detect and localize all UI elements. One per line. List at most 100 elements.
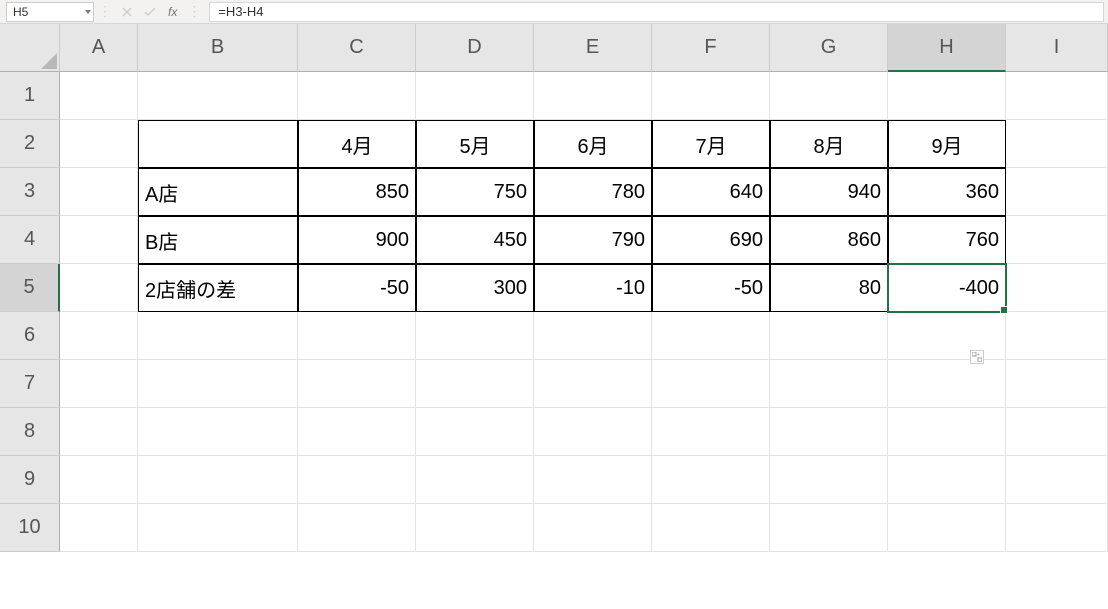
cell-C9[interactable] <box>298 456 416 504</box>
cell-B4[interactable]: B店 <box>138 216 298 264</box>
cell-E5[interactable]: -10 <box>534 264 652 312</box>
cell-H8[interactable] <box>888 408 1006 456</box>
row-header-6[interactable]: 6 <box>0 312 60 360</box>
row-header-10[interactable]: 10 <box>0 504 60 552</box>
cell-A6[interactable] <box>60 312 138 360</box>
col-header-E[interactable]: E <box>534 24 652 72</box>
cell-F1[interactable] <box>652 72 770 120</box>
cell-B6[interactable] <box>138 312 298 360</box>
cell-B3[interactable]: A店 <box>138 168 298 216</box>
cell-H1[interactable] <box>888 72 1006 120</box>
row-header-5[interactable]: 5 <box>0 264 60 312</box>
cell-B7[interactable] <box>138 360 298 408</box>
cell-G3[interactable]: 940 <box>770 168 888 216</box>
cell-B8[interactable] <box>138 408 298 456</box>
select-all-corner[interactable] <box>0 24 60 72</box>
cell-A2[interactable] <box>60 120 138 168</box>
cell-G10[interactable] <box>770 504 888 552</box>
name-box[interactable]: H5 <box>6 2 94 22</box>
cell-A10[interactable] <box>60 504 138 552</box>
cell-F2[interactable]: 7月 <box>652 120 770 168</box>
cell-H10[interactable] <box>888 504 1006 552</box>
cell-G9[interactable] <box>770 456 888 504</box>
cell-C4[interactable]: 900 <box>298 216 416 264</box>
cell-I10[interactable] <box>1006 504 1108 552</box>
cell-I7[interactable] <box>1006 360 1108 408</box>
cell-G7[interactable] <box>770 360 888 408</box>
cell-H6[interactable] <box>888 312 1006 360</box>
cell-I9[interactable] <box>1006 456 1108 504</box>
row-header-1[interactable]: 1 <box>0 72 60 120</box>
cell-D9[interactable] <box>416 456 534 504</box>
cell-E8[interactable] <box>534 408 652 456</box>
cell-E6[interactable] <box>534 312 652 360</box>
cell-H7[interactable] <box>888 360 1006 408</box>
col-header-C[interactable]: C <box>298 24 416 72</box>
col-header-D[interactable]: D <box>416 24 534 72</box>
cell-A4[interactable] <box>60 216 138 264</box>
row-header-7[interactable]: 7 <box>0 360 60 408</box>
cell-C7[interactable] <box>298 360 416 408</box>
cell-D8[interactable] <box>416 408 534 456</box>
cell-I4[interactable] <box>1006 216 1108 264</box>
cell-D1[interactable] <box>416 72 534 120</box>
cell-E9[interactable] <box>534 456 652 504</box>
cell-A9[interactable] <box>60 456 138 504</box>
col-header-G[interactable]: G <box>770 24 888 72</box>
row-header-4[interactable]: 4 <box>0 216 60 264</box>
cancel-icon[interactable] <box>116 7 138 17</box>
cell-E2[interactable]: 6月 <box>534 120 652 168</box>
autofill-options-icon[interactable]: + <box>970 350 984 364</box>
cell-H2[interactable]: 9月 <box>888 120 1006 168</box>
cell-G8[interactable] <box>770 408 888 456</box>
row-header-2[interactable]: 2 <box>0 120 60 168</box>
cell-I1[interactable] <box>1006 72 1108 120</box>
col-header-H[interactable]: H <box>888 24 1006 72</box>
cell-A1[interactable] <box>60 72 138 120</box>
cell-C1[interactable] <box>298 72 416 120</box>
cell-C5[interactable]: -50 <box>298 264 416 312</box>
col-header-I[interactable]: I <box>1006 24 1108 72</box>
cell-A8[interactable] <box>60 408 138 456</box>
cell-H5[interactable]: -400 <box>888 264 1006 312</box>
name-box-dropdown-icon[interactable] <box>85 10 91 14</box>
cell-F3[interactable]: 640 <box>652 168 770 216</box>
cell-D10[interactable] <box>416 504 534 552</box>
cell-H4[interactable]: 760 <box>888 216 1006 264</box>
cell-D6[interactable] <box>416 312 534 360</box>
cell-C8[interactable] <box>298 408 416 456</box>
cell-D2[interactable]: 5月 <box>416 120 534 168</box>
cell-E3[interactable]: 780 <box>534 168 652 216</box>
cell-A7[interactable] <box>60 360 138 408</box>
row-header-3[interactable]: 3 <box>0 168 60 216</box>
cell-I2[interactable] <box>1006 120 1108 168</box>
col-header-B[interactable]: B <box>138 24 298 72</box>
cell-C3[interactable]: 850 <box>298 168 416 216</box>
row-header-9[interactable]: 9 <box>0 456 60 504</box>
cell-F5[interactable]: -50 <box>652 264 770 312</box>
cell-B5[interactable]: 2店舗の差 <box>138 264 298 312</box>
cell-F8[interactable] <box>652 408 770 456</box>
cell-F6[interactable] <box>652 312 770 360</box>
cell-I6[interactable] <box>1006 312 1108 360</box>
cell-G2[interactable]: 8月 <box>770 120 888 168</box>
cell-C10[interactable] <box>298 504 416 552</box>
cell-B1[interactable] <box>138 72 298 120</box>
cell-F10[interactable] <box>652 504 770 552</box>
cell-G5[interactable]: 80 <box>770 264 888 312</box>
cell-F9[interactable] <box>652 456 770 504</box>
col-header-A[interactable]: A <box>60 24 138 72</box>
cell-D3[interactable]: 750 <box>416 168 534 216</box>
cell-E7[interactable] <box>534 360 652 408</box>
cell-H3[interactable]: 360 <box>888 168 1006 216</box>
cell-B2[interactable] <box>138 120 298 168</box>
cell-E1[interactable] <box>534 72 652 120</box>
formula-input[interactable]: =H3-H4 <box>209 2 1104 22</box>
row-header-8[interactable]: 8 <box>0 408 60 456</box>
cell-G4[interactable]: 860 <box>770 216 888 264</box>
cell-F4[interactable]: 690 <box>652 216 770 264</box>
cell-A5[interactable] <box>60 264 138 312</box>
cell-C2[interactable]: 4月 <box>298 120 416 168</box>
cell-F7[interactable] <box>652 360 770 408</box>
cell-B9[interactable] <box>138 456 298 504</box>
